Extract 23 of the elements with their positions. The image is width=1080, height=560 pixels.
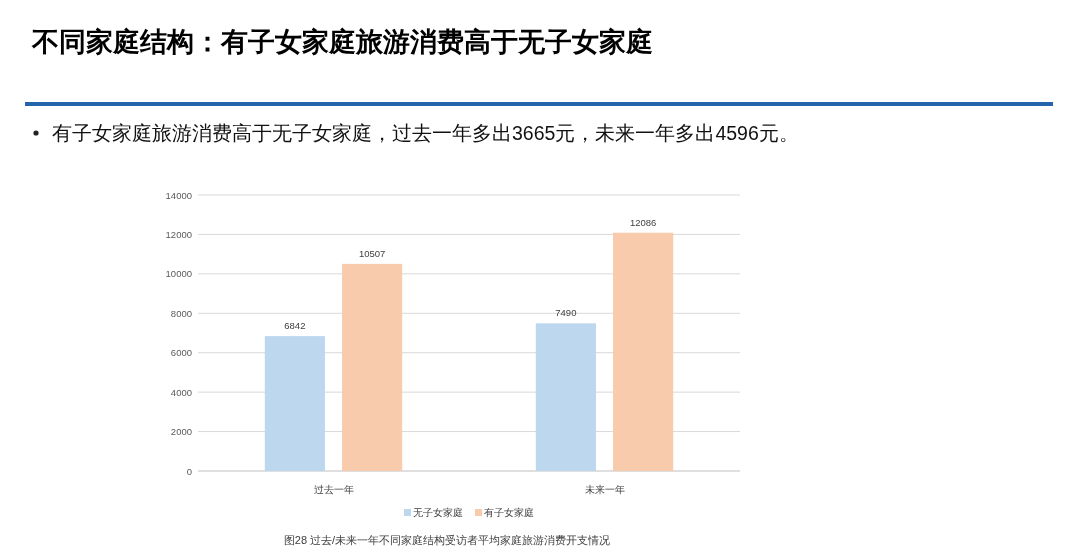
legend-label: 无子女家庭 [413, 507, 463, 518]
bar [535, 323, 596, 471]
bar [613, 232, 674, 471]
y-tick-label: 4000 [170, 386, 192, 398]
x-tick-label: 过去一年 [313, 484, 354, 495]
y-tick-label: 10000 [165, 268, 192, 280]
y-tick-label: 8000 [170, 307, 192, 319]
y-tick-label: 14000 [165, 189, 192, 201]
subtitle: 有子女家庭旅游消费高于无子女家庭，过去一年多出3665元，未来一年多出4596元。 [52, 122, 799, 144]
title: 不同家庭结构：有子女家庭旅游消费高于无子女家庭 [32, 27, 653, 57]
caption: 图28 过去/未来一年不同家庭结构受访者平均家庭旅游消费开支情况 [283, 534, 611, 546]
y-tick-label: 6000 [170, 347, 192, 359]
data-label: 7490 [555, 307, 577, 319]
legend-label: 有子女家庭 [484, 507, 534, 518]
x-tick-label: 未来一年 [584, 484, 625, 495]
bar [342, 263, 403, 471]
bar [264, 336, 325, 471]
data-label: 10507 [358, 247, 386, 259]
y-tick-label: 0 [186, 465, 192, 477]
data-label: 6842 [284, 320, 306, 332]
y-tick-label: 2000 [170, 426, 192, 438]
data-label: 12086 [629, 216, 657, 228]
y-tick-label: 12000 [165, 228, 192, 240]
